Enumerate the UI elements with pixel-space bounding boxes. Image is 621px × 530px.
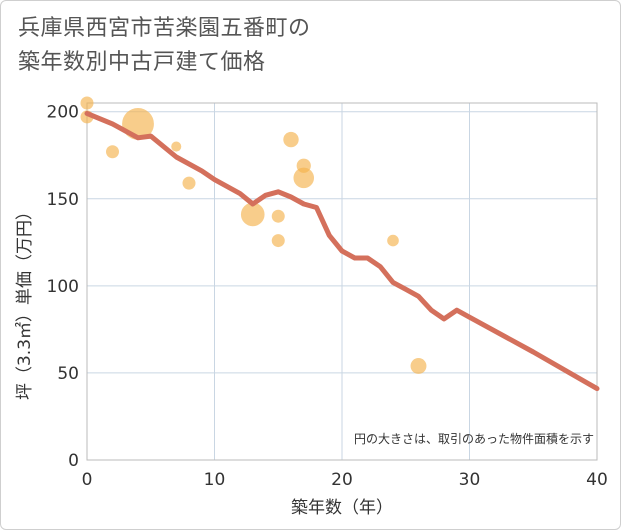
data-bubble [271, 209, 285, 223]
bubble-size-note: 円の大きさは、取引のあった物件面積を示す [354, 431, 594, 446]
y-tick-label: 200 [47, 103, 79, 123]
data-bubble [293, 167, 315, 189]
x-tick-label: 30 [459, 470, 481, 490]
x-axis-title: 築年数（年） [291, 498, 393, 518]
y-axis-title: 坪（3.3㎡）単価（万円） [15, 203, 35, 400]
trend-line [84, 110, 600, 392]
chart-title: 兵庫県西宮市苦楽園五番町の 築年数別中古戸建て価格 [18, 12, 311, 80]
x-tick-labels: 0 10 20 30 40 [82, 470, 608, 490]
data-bubble [283, 131, 299, 148]
chart-title-line2: 築年数別中古戸建て価格 [18, 50, 266, 75]
data-bubble [410, 358, 427, 374]
y-tick-label: 100 [47, 277, 79, 297]
data-bubble [271, 234, 285, 248]
y-tick-label: 0 [68, 451, 79, 471]
bubbles [80, 96, 427, 374]
y-tick-label: 150 [47, 190, 79, 210]
y-tick-label: 50 [57, 364, 79, 384]
data-bubble [387, 234, 399, 247]
plot-frame [86, 102, 598, 461]
data-bubble [240, 202, 265, 227]
data-bubble [80, 96, 94, 110]
y-tick-labels: 0 50 100 150 200 [47, 103, 79, 471]
grid-lines [87, 103, 597, 460]
data-bubble [106, 145, 119, 159]
x-tick-label: 10 [204, 470, 226, 490]
data-bubble [171, 141, 182, 152]
x-tick-label: 40 [586, 470, 608, 490]
x-tick-label: 0 [82, 470, 93, 490]
x-tick-label: 20 [331, 470, 353, 490]
data-bubble [182, 176, 196, 190]
chart-title-line1: 兵庫県西宮市苦楽園五番町の [18, 16, 311, 41]
trend-series-line [84, 110, 600, 392]
